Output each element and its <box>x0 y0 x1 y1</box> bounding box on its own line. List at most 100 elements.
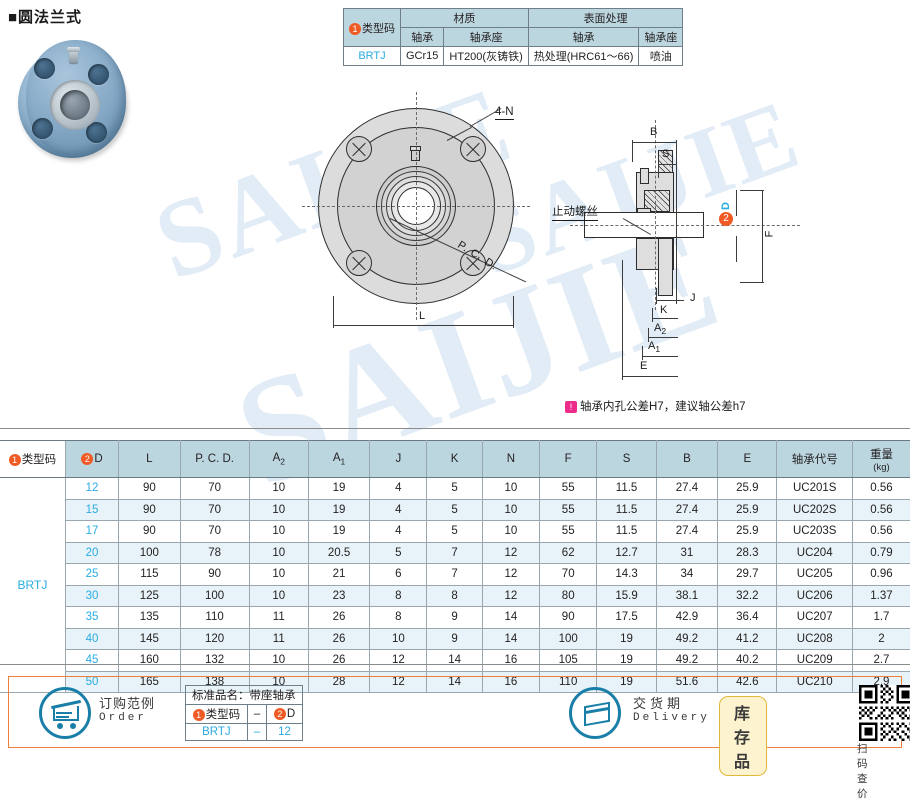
cell-d: 17 <box>65 521 118 543</box>
cell-bearing: UC205 <box>777 564 852 586</box>
cell-a1: 19 <box>308 521 369 543</box>
cell-pcd: 120 <box>180 628 249 650</box>
cell-bearing: UC207 <box>777 607 852 629</box>
cell-e: 29.7 <box>718 564 777 586</box>
cell-weight: 0.56 <box>852 478 910 500</box>
bolt-hole <box>346 136 372 162</box>
cell-j: 4 <box>370 521 427 543</box>
cell-j: 4 <box>370 478 427 500</box>
cell-n: 14 <box>482 607 539 629</box>
cell-k: 8 <box>427 585 482 607</box>
cell-pcd: 70 <box>180 499 249 521</box>
cell-n: 12 <box>482 564 539 586</box>
badge-2-icon: 2 <box>81 453 93 465</box>
cell-l: 135 <box>119 607 180 629</box>
cell-n: 12 <box>482 585 539 607</box>
cell-d: 35 <box>65 607 118 629</box>
th-B: B <box>656 441 717 478</box>
cell-l: 125 <box>119 585 180 607</box>
cell-e: 25.9 <box>718 478 777 500</box>
th-a1: A1 <box>308 441 369 478</box>
order-val-type: BRTJ <box>186 724 248 741</box>
cell-pcd: 78 <box>180 542 249 564</box>
cell-j: 10 <box>370 628 427 650</box>
package-icon <box>569 687 621 739</box>
cell-s: 15.9 <box>597 585 656 607</box>
cell-n: 10 <box>482 521 539 543</box>
cell-n: 10 <box>482 478 539 500</box>
cell-weight: 2 <box>852 628 910 650</box>
info-icon: ! <box>565 401 577 413</box>
cell-weight: 0.56 <box>852 499 910 521</box>
cell-s: 17.5 <box>597 607 656 629</box>
th-S: S <box>597 441 656 478</box>
divider <box>0 428 910 429</box>
material-sub-bearing: 轴承 <box>401 28 444 47</box>
cell-b: 31 <box>656 542 717 564</box>
marker-d-letter: D <box>720 202 732 210</box>
cell-d: 12 <box>65 478 118 500</box>
dim-A2: A2 <box>654 322 666 336</box>
dim-A1: A1 <box>648 340 660 354</box>
cell-a1: 21 <box>308 564 369 586</box>
cell-l: 160 <box>119 650 180 672</box>
cell-d: 25 <box>65 564 118 586</box>
cell-bearing: UC201S <box>777 478 852 500</box>
cell-s: 14.3 <box>597 564 656 586</box>
cell-s: 19 <box>597 650 656 672</box>
order-val-d: 12 <box>267 724 302 741</box>
cell-s: 11.5 <box>597 521 656 543</box>
cell-bearing: UC204 <box>777 542 852 564</box>
cell-bearing: UC202S <box>777 499 852 521</box>
th-E: E <box>718 441 777 478</box>
dim-F: F <box>763 231 775 238</box>
cell-j: 4 <box>370 499 427 521</box>
page-title: ■圆法兰式 <box>8 6 82 27</box>
cell-b: 49.2 <box>656 628 717 650</box>
cell-weight: 1.7 <box>852 607 910 629</box>
cell-l: 145 <box>119 628 180 650</box>
dim-L: L <box>419 310 425 322</box>
cell-pcd: 90 <box>180 564 249 586</box>
cell-e: 36.4 <box>718 607 777 629</box>
cell-s: 11.5 <box>597 478 656 500</box>
cell-n: 16 <box>482 650 539 672</box>
cell-a1: 19 <box>308 478 369 500</box>
material-sub-housing: 轴承座 <box>444 28 528 47</box>
th-L: L <box>119 441 180 478</box>
th-K: K <box>427 441 482 478</box>
cell-b: 42.9 <box>656 607 717 629</box>
surface-sub-bearing: 轴承 <box>528 28 639 47</box>
cell-weight: 0.56 <box>852 521 910 543</box>
tolerance-note: !轴承内孔公差H7，建议轴公差h7 <box>565 398 746 414</box>
cell-a1: 20.5 <box>308 542 369 564</box>
cell-s: 11.5 <box>597 499 656 521</box>
badge-1-icon: 1 <box>9 454 21 466</box>
qr-code <box>859 685 910 741</box>
cell-f: 100 <box>540 628 597 650</box>
dim-E: E <box>640 360 647 372</box>
order-std-name: 标准品名：带座轴承 <box>186 686 303 705</box>
cell-pcd: 132 <box>180 650 249 672</box>
cell-bearing: UC208 <box>777 628 852 650</box>
bolt-hole <box>346 250 372 276</box>
cell-e: 25.9 <box>718 521 777 543</box>
cell-d: 20 <box>65 542 118 564</box>
divider <box>0 664 910 665</box>
material-group-surface: 表面处理 <box>528 9 683 28</box>
material-group-material: 材质 <box>401 9 529 28</box>
